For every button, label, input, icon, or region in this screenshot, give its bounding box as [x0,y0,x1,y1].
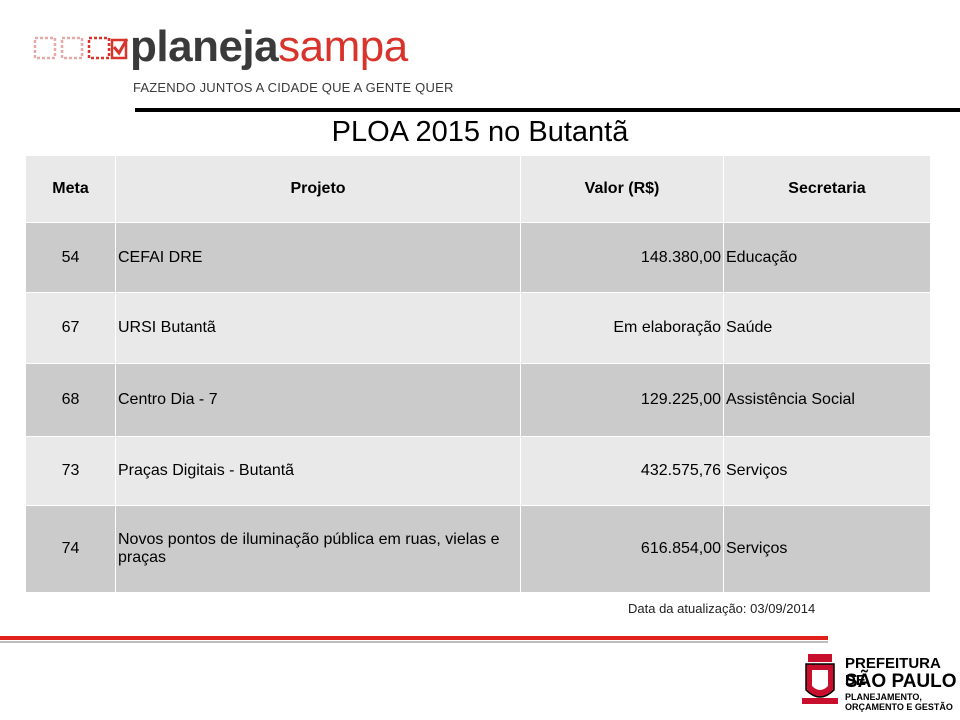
table-cell: 148.380,00 [520,222,724,293]
table-cell: Serviços [723,505,931,593]
tagline: FAZENDO JUNTOS A CIDADE QUE A GENTE QUER [133,80,454,95]
table-cell: 68 [25,363,116,437]
org-line1: PREFEITURA DE [845,655,941,689]
table-cell: Saúde [723,292,931,364]
table-cell: CEFAI DRE [115,222,521,293]
header-cell: Projeto [115,155,521,223]
table: Meta Projeto Valor (R$) Secretaria 54 CEFAI … [25,155,931,593]
header-cell: Secretaria [723,155,931,223]
footer-line [0,636,828,640]
divider [135,108,960,112]
table-cell: Centro Dia - 7 [115,363,521,437]
logo-dark: planeja [130,22,279,71]
table-cell: Em elaboração [520,292,724,364]
table-cell: Praças Digitais - Butantã [115,436,521,506]
footer-line-shadow [0,641,828,643]
table-cell: 616.854,00 [520,505,724,593]
table-cell: 74 [25,505,116,593]
table-cell: Educação [723,222,931,293]
update-date: Data da atualização: 03/09/2014 [628,601,816,616]
table-row: 54 CEFAI DRE 148.380,00 Educação [25,222,931,293]
table-row: 74 Novos pontos de iluminação pública em … [25,505,931,593]
table-cell: Serviços [723,436,931,506]
table-cell: 54 [25,222,116,293]
table-body: 54 CEFAI DRE 148.380,00 Educação 67 URSI Buta… [25,222,931,593]
logo-icons [33,36,128,60]
table-cell: Novos pontos de iluminação pública em ru… [115,505,521,593]
org-line2: SÃO PAULO [845,671,957,692]
logo-word: planejasampa [130,22,408,72]
table-row: 67 URSI Butantã Em elaboração Saúde [25,292,931,364]
table-cell: URSI Butantã [115,292,521,364]
title: PLOA 2015 no Butantã [331,116,629,148]
header-cell: Meta [25,155,116,223]
table-cell: 67 [25,292,116,364]
logo-red: sampa [278,22,408,71]
table-row: 73 Praças Digitais - Butantã 432.575,76 Ser… [25,436,931,506]
table-row: 68 Centro Dia - 7 129.225,00 Assistência So… [25,363,931,437]
coat-of-arms [802,654,838,704]
table-cell: Assistência Social [723,363,931,437]
header-cell: Valor (R$) [520,155,724,223]
org-line3: PLANEJAMENTO, ORÇAMENTO E GESTÃO [845,692,953,712]
table-cell: 129.225,00 [520,363,724,437]
table-cell: 73 [25,436,116,506]
header-row: Meta Projeto Valor (R$) Secretaria [25,155,931,223]
table-cell: 432.575,76 [520,436,724,506]
